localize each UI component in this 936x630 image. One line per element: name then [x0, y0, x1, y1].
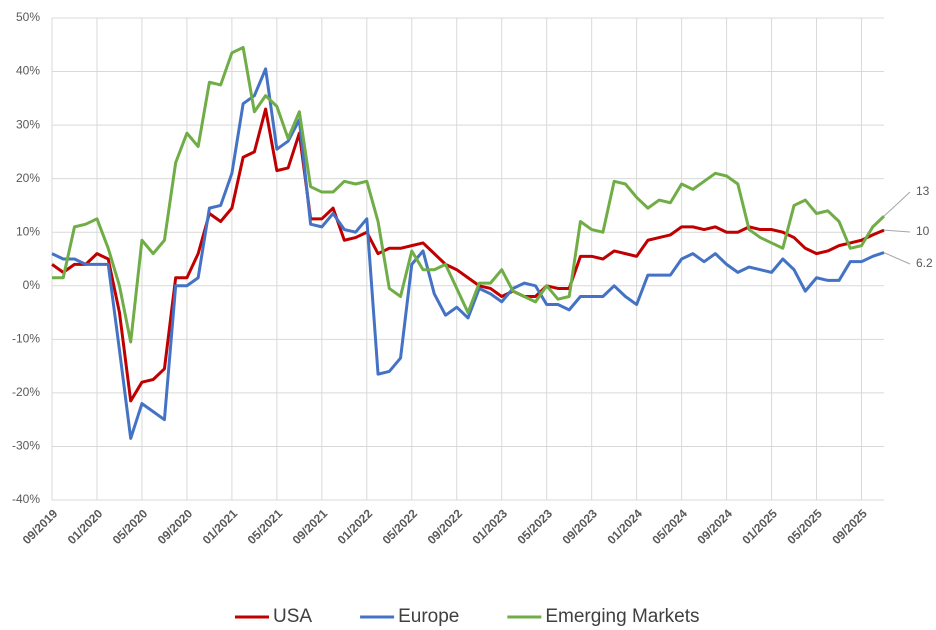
y-tick-label: 30%: [16, 117, 40, 131]
y-tick-label: 50%: [16, 10, 40, 24]
legend-label: Emerging Markets: [545, 606, 699, 627]
x-tick-label: 05/2021: [245, 506, 286, 547]
x-tick-label: 09/2024: [694, 506, 735, 547]
x-tick-label: 09/2022: [425, 506, 466, 547]
leader-line: [883, 229, 911, 233]
x-tick-label: 09/2020: [155, 506, 196, 547]
legend: USA Europe Emerging Markets: [235, 606, 700, 627]
leader-line: [883, 191, 911, 217]
y-tick-label: 10%: [16, 224, 40, 238]
x-tick-label: 01/2025: [739, 506, 780, 547]
x-tick-label: 01/2024: [604, 506, 645, 547]
y-tick-label: -10%: [12, 332, 40, 346]
x-tick-label: 05/2023: [514, 506, 555, 547]
y-tick-label: -30%: [12, 439, 40, 453]
x-tick-label: 01/2021: [200, 506, 241, 547]
series-line: [51, 67, 885, 440]
x-tick-label: 09/2023: [559, 506, 600, 547]
x-tick-label: 01/2020: [65, 506, 106, 547]
legend-label: Europe: [398, 606, 459, 627]
series-line: [52, 45, 886, 344]
legend-label: USA: [273, 606, 312, 627]
x-tick-label: 01/2023: [470, 506, 511, 547]
x-tick-label: 09/2025: [829, 506, 870, 547]
end-label: 10: [916, 224, 930, 238]
x-tick-label: 05/2025: [784, 506, 825, 547]
y-tick-label: 20%: [16, 171, 40, 185]
y-tick-label: 40%: [16, 64, 40, 78]
x-tick-label: 09/2021: [290, 506, 331, 547]
end-label: 6.2: [916, 256, 933, 270]
y-tick-label: -40%: [12, 492, 40, 506]
x-tick-label: 05/2022: [380, 506, 421, 547]
x-tick-label: 01/2022: [335, 506, 376, 547]
x-tick-label: 05/2020: [110, 506, 151, 547]
y-tick-label: 0%: [23, 278, 41, 292]
y-tick-label: -20%: [12, 385, 40, 399]
leader-line: [883, 252, 911, 265]
x-tick-label: 05/2024: [649, 506, 690, 547]
x-tick-label: 09/2019: [20, 506, 61, 547]
series-line: [51, 107, 885, 403]
end-label: 13: [916, 184, 930, 198]
